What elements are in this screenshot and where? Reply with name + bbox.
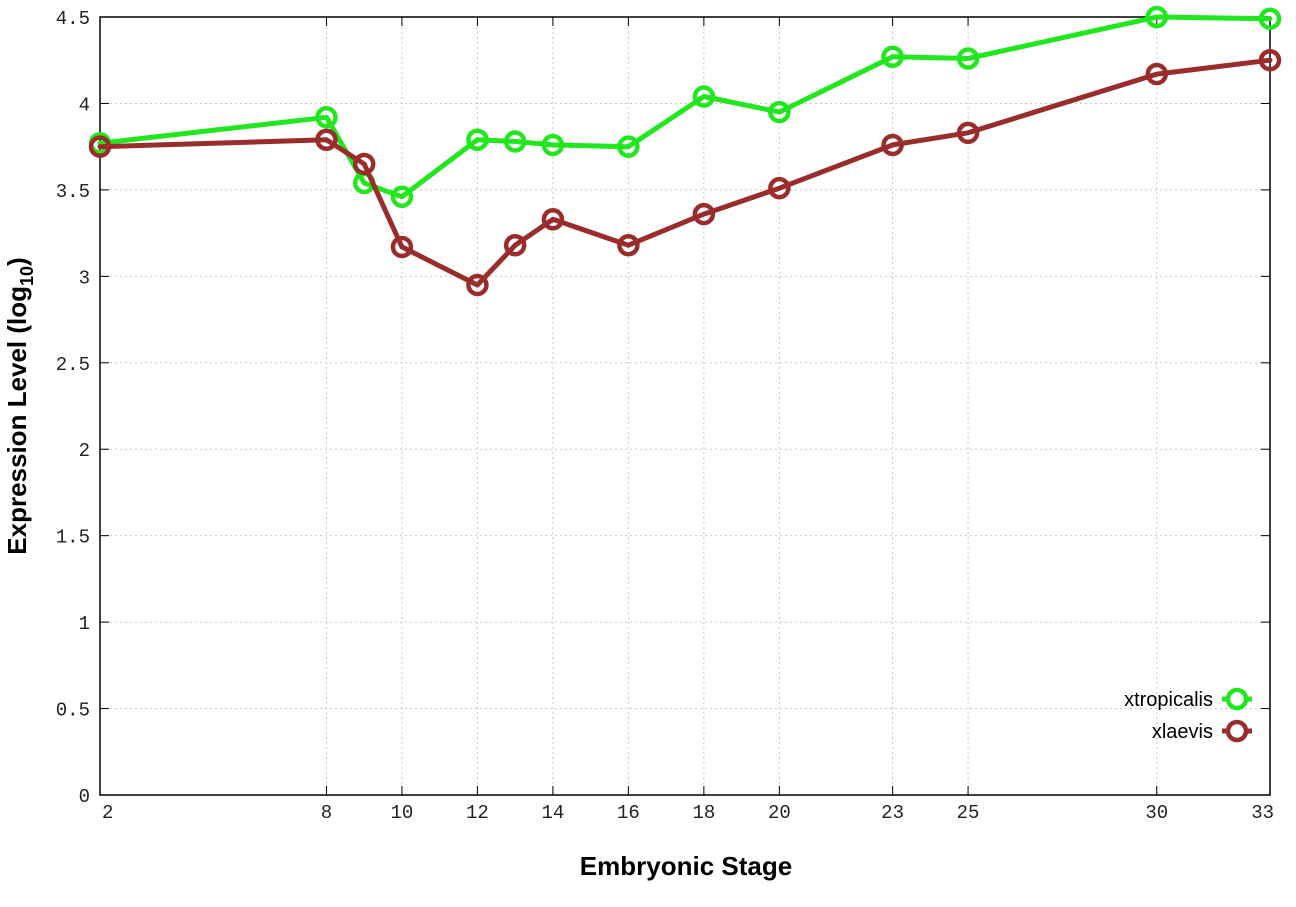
series-line-xtropicalis	[97, 14, 1273, 200]
x-tick-label: 10	[391, 802, 414, 824]
x-tick-label: 33	[1251, 802, 1274, 824]
data-point-xtropicalis	[617, 135, 640, 158]
data-point-xtropicalis	[692, 85, 716, 108]
data-point-xtropicalis	[541, 133, 565, 157]
x-tick-label: 16	[617, 802, 640, 824]
y-axis-title: Expression Level (log10)	[2, 257, 37, 554]
y-axis-title-subscript: 10	[17, 266, 37, 286]
data-point-xtropicalis	[466, 128, 489, 152]
grid-lines	[100, 17, 1270, 795]
series-xlaevis	[88, 48, 1282, 297]
y-axis-title-main: Expression Level (log	[2, 286, 32, 555]
data-point-xlaevis	[503, 233, 527, 257]
x-tick-label: 30	[1145, 802, 1168, 824]
series-xtropicalis	[88, 5, 1282, 209]
y-tick-label: 1	[79, 613, 90, 635]
y-tick-label: 2.5	[56, 354, 90, 376]
x-tick-label: 8	[321, 802, 332, 824]
data-point-xtropicalis	[956, 47, 980, 70]
plot-frame	[99, 16, 1271, 796]
y-tick-label: 3	[79, 267, 90, 289]
data-point-xlaevis	[881, 133, 904, 157]
x-tick-label: 12	[466, 802, 489, 824]
data-point-xlaevis	[768, 176, 791, 200]
data-point-xlaevis	[1145, 62, 1169, 86]
legend: xtropicalis xlaevis	[1124, 687, 1252, 743]
axis-ticks: 0 0.5 1 1.5 2 2.5 3 3.5 4 4.5 2 8 10 12 14 16 18 20 23 25 30…	[56, 8, 1274, 824]
legend-marker	[1225, 719, 1249, 743]
data-point-xlaevis	[88, 135, 112, 158]
data-point-xtropicalis	[503, 130, 527, 153]
data-point-xlaevis	[541, 208, 565, 231]
x-tick-label: 20	[768, 802, 791, 824]
y-tick-label: 4	[79, 94, 90, 116]
y-tick-label: 2	[79, 440, 90, 462]
series-line-xlaevis	[97, 57, 1273, 288]
legend-marker	[1225, 687, 1249, 711]
data-point-xtropicalis	[881, 45, 904, 69]
x-tick-label: 2	[102, 802, 113, 824]
y-tick-label: 3.5	[56, 181, 90, 203]
x-tick-label: 25	[957, 802, 980, 824]
data-point-xlaevis	[466, 273, 489, 297]
y-axis-title-close: )	[2, 257, 32, 266]
data-point-xlaevis	[956, 121, 980, 145]
x-axis-title: Embryonic Stage	[580, 851, 792, 881]
y-tick-label: 0.5	[56, 700, 90, 722]
data-point-xlaevis	[692, 202, 716, 226]
data-point-xlaevis	[1258, 48, 1282, 72]
x-tick-label: 14	[541, 802, 564, 824]
data-point-xlaevis	[617, 233, 640, 257]
data-point-xtropicalis	[768, 100, 791, 124]
series-layer	[88, 5, 1282, 297]
x-tick-label: 18	[692, 802, 715, 824]
data-point-xtropicalis	[1258, 7, 1282, 30]
data-point-xlaevis	[352, 152, 376, 176]
y-tick-label: 0	[79, 786, 90, 808]
legend-label: xlaevis	[1152, 721, 1213, 743]
data-point-xlaevis	[315, 128, 338, 152]
data-point-xtropicalis	[1145, 5, 1169, 29]
data-point-xtropicalis	[390, 185, 414, 209]
y-tick-label: 4.5	[56, 8, 90, 30]
data-point-xlaevis	[390, 235, 414, 259]
legend-label: xtropicalis	[1124, 689, 1213, 711]
data-point-xtropicalis	[315, 106, 338, 129]
y-tick-label: 1.5	[56, 527, 90, 549]
x-tick-label: 23	[881, 802, 904, 824]
